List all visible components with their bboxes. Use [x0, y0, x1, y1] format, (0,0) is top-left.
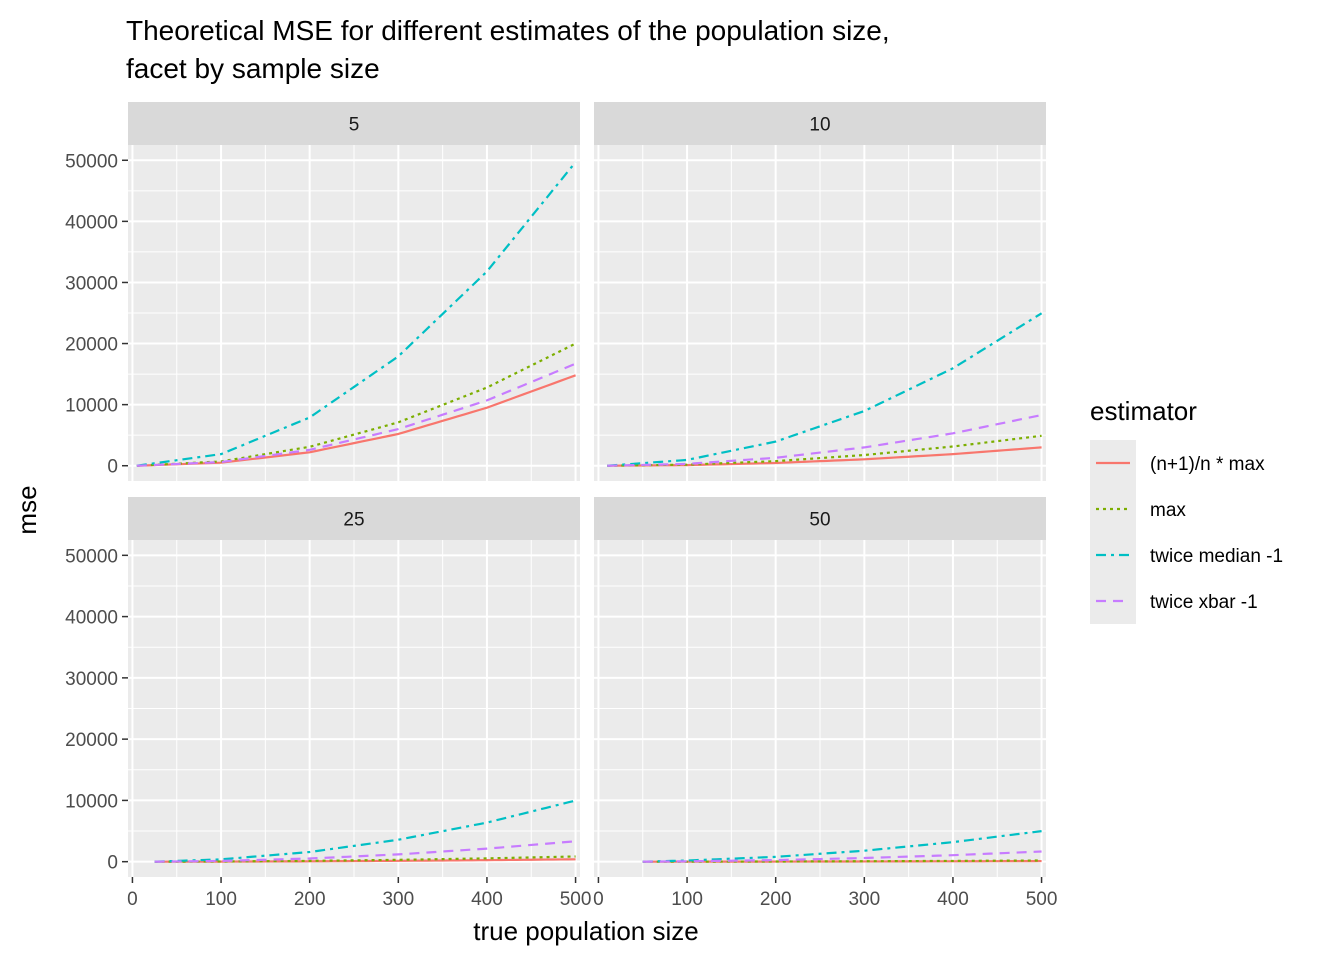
series-line-3	[607, 413, 1042, 467]
x-tick-label: 400	[471, 889, 503, 910]
y-tick-label: 10000	[65, 791, 118, 812]
x-tick-label: 100	[205, 889, 237, 910]
y-tick-label: 40000	[65, 608, 118, 629]
facet-strip	[128, 497, 580, 540]
x-tick-label: 100	[671, 889, 703, 910]
legend-item-2: twice median -1	[1096, 546, 1283, 567]
series-line-2	[154, 799, 576, 863]
x-tick-label: 200	[760, 889, 792, 910]
facet-strip-label: 10	[809, 115, 830, 136]
y-tick-label: 20000	[65, 335, 118, 356]
facet-strip	[594, 102, 1046, 145]
legend-label: twice median -1	[1150, 546, 1283, 567]
x-tick-label: 200	[294, 889, 326, 910]
facet-strip	[128, 102, 580, 145]
y-tick-label: 0	[107, 853, 118, 874]
legend-title: estimator	[1090, 396, 1197, 426]
y-tick-label: 50000	[65, 151, 118, 172]
x-tick-label: 300	[848, 889, 880, 910]
facet-panel-50: 500 100 200 300 400 500	[593, 497, 1057, 910]
facet-panel-10: 10	[594, 102, 1046, 481]
legend-item-3: twice xbar -1	[1096, 592, 1258, 613]
x-tick-label: 0	[127, 889, 138, 910]
x-tick-label: 500	[1026, 889, 1058, 910]
legend-item-0: (n+1)/n * max	[1096, 454, 1265, 475]
facet-panel-25: 25 0 10000 20000 30000 40000 50000 0 100 200 300 40…	[65, 497, 591, 910]
legend-label: max	[1150, 500, 1186, 521]
legend-item-1: max	[1096, 500, 1186, 521]
x-tick-label: 400	[937, 889, 969, 910]
facet-strip	[594, 497, 1046, 540]
facet-strip-label: 25	[343, 510, 364, 531]
series-line-2	[136, 161, 577, 467]
legend-label: twice xbar -1	[1150, 592, 1258, 613]
y-tick-label: 20000	[65, 730, 118, 751]
facet-panels: 5010000200003000040000500001025010000200…	[65, 102, 1057, 910]
facet-strip-label: 5	[349, 115, 360, 136]
y-axis-title: mse	[12, 485, 42, 534]
x-tick-label: 0	[593, 889, 604, 910]
y-tick-label: 0	[107, 457, 118, 478]
series-line-3	[136, 362, 576, 467]
facet-panel-5: 5 0 10000 20000 30000 40000 50000	[65, 102, 580, 481]
y-tick-label: 10000	[65, 396, 118, 417]
x-tick-label: 300	[382, 889, 414, 910]
legend-label: (n+1)/n * max	[1150, 454, 1265, 475]
y-tick-label: 50000	[65, 546, 118, 567]
legend-key-background	[1090, 440, 1136, 624]
chart-subtitle: facet by sample size	[126, 53, 380, 84]
y-tick-label: 30000	[65, 273, 118, 294]
series-line-0	[607, 446, 1042, 467]
facet-strip-label: 50	[809, 510, 830, 531]
series-line-3	[642, 850, 1042, 863]
series-line-1	[607, 434, 1042, 467]
series-line-2	[642, 830, 1042, 863]
y-tick-label: 30000	[65, 669, 118, 690]
x-tick-label: 500	[560, 889, 592, 910]
series-line-3	[154, 840, 576, 863]
x-axis-title: true population size	[473, 916, 698, 946]
legend: estimator (n+1)/n * max max twice median -…	[1090, 396, 1283, 624]
y-tick-label: 40000	[65, 212, 118, 233]
chart-title: Theoretical MSE for different estimates …	[126, 15, 890, 46]
